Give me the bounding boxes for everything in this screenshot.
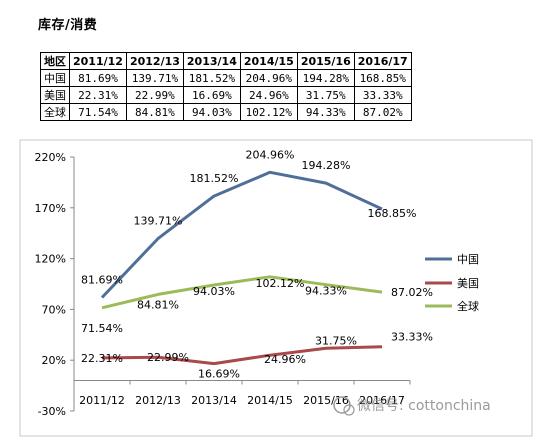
table-cell-region: 中国 (40, 69, 70, 87)
y-tick-label: -30% (38, 405, 66, 418)
table-row: 全球 71.54% 84.81% 94.03% 102.12% 94.33% 8… (40, 103, 412, 121)
table-cell-region: 全球 (40, 103, 70, 121)
data-label: 87.02% (391, 286, 433, 299)
table-header-cell: 2011/12 (69, 52, 127, 70)
x-tick-label: 2016/17 (359, 394, 405, 407)
wechat-icon-inner (343, 404, 355, 416)
table-cell: 94.03% (182, 103, 241, 121)
data-label: 71.54% (81, 322, 123, 335)
table-cell: 87.02% (353, 103, 412, 121)
legend-label: 中国 (457, 253, 479, 266)
data-label: 204.96% (246, 148, 295, 161)
page-title: 库存/消费 (38, 18, 98, 33)
data-label: 81.69% (81, 274, 123, 287)
x-tick-label: 2013/14 (191, 394, 237, 407)
x-axis: 2011/12 2012/13 2013/14 2014/15 2015/16 2016/… (73, 380, 411, 407)
table-header-cell: 2015/16 (296, 52, 355, 70)
watermark: 微信号: cottonchina (333, 396, 491, 416)
table-cell: 81.69% (69, 69, 127, 87)
data-label: 181.52% (190, 172, 239, 185)
table-cell: 22.99% (125, 86, 184, 104)
data-label: 33.33% (391, 331, 433, 344)
data-label: 84.81% (137, 298, 179, 311)
data-label: 194.28% (302, 159, 351, 172)
x-tick-label: 2012/13 (135, 394, 181, 407)
table-cell: 102.12% (239, 103, 298, 121)
series-line (101, 345, 383, 366)
series-line (101, 275, 383, 310)
stock-consumption-table: 地区 2011/12 2012/13 2013/14 2014/15 2015/… (40, 52, 412, 121)
table-cell-region: 美国 (40, 86, 70, 104)
data-label: 22.99% (147, 351, 189, 364)
y-tick-label: 20% (42, 354, 66, 367)
x-tick-label: 2015/16 (303, 394, 349, 407)
table-cell: 84.81% (125, 103, 184, 121)
data-label: 94.33% (305, 285, 347, 298)
data-label: 31.75% (315, 334, 357, 347)
data-label: 22.31% (81, 352, 123, 365)
y-tick-label: 120% (35, 253, 66, 266)
data-label: 168.85% (368, 207, 417, 220)
y-tick-label: 220% (35, 151, 66, 164)
table-cell: 94.33% (296, 103, 355, 121)
y-tick-label: 70% (42, 303, 66, 316)
table-cell: 22.31% (69, 86, 127, 104)
y-axis: -30% 20% 70% 120% 170% 220% (35, 151, 75, 418)
x-tick-label: 2014/15 (247, 394, 293, 407)
data-label: 16.69% (198, 368, 240, 381)
x-tick-label: 2011/12 (79, 394, 125, 407)
series-layer: 81.69% 139.71% 181.52% 204.96% 194.28% 168.85… (81, 148, 433, 380)
table-cell: 71.54% (69, 103, 127, 121)
series-line (100, 170, 383, 299)
data-label: 94.03% (193, 285, 235, 298)
legend-label: 全球 (457, 299, 479, 313)
data-label: 102.12% (256, 277, 305, 290)
watermark-text: 微信号: cottonchina (357, 398, 491, 414)
data-label: 139.71% (134, 215, 183, 228)
y-tick-label: 170% (35, 202, 66, 215)
chart-frame (19, 139, 533, 437)
table-cell: 31.75% (296, 86, 355, 104)
data-label: 24.96% (264, 353, 306, 366)
legend-label: 美国 (457, 277, 479, 290)
